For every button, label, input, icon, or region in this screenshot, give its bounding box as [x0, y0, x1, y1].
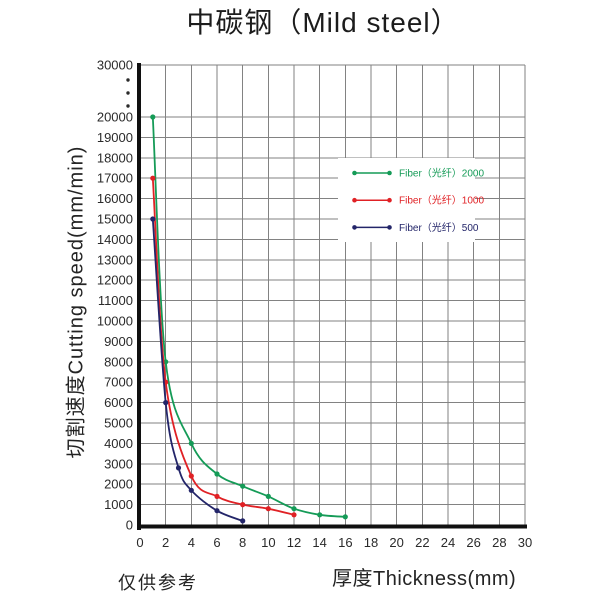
y-tick-label: 18000: [97, 150, 133, 165]
y-tick-label: 1000: [104, 497, 133, 512]
data-point-500: [150, 216, 156, 222]
data-point-1000: [150, 175, 156, 181]
legend-label-2000: Fiber（光纤）2000: [399, 167, 484, 180]
y-tick-label: 11000: [98, 293, 133, 308]
y-tick-label: 14000: [97, 232, 133, 247]
x-axis-line: [137, 524, 527, 529]
x-tick-label: 16: [338, 535, 352, 550]
series-line-2000: [151, 116, 347, 518]
legend-label-1000: Fiber（光纤）1000: [399, 194, 484, 207]
y-tick-label: 0: [126, 518, 133, 533]
legend-dot: [387, 170, 392, 176]
x-tick-label: 8: [239, 535, 246, 550]
data-point-2000: [265, 493, 271, 499]
x-tick-label: 20: [389, 535, 403, 550]
legend-dot: [352, 225, 357, 230]
x-tick-label: 22: [415, 535, 429, 550]
x-tick-label: 24: [441, 535, 455, 550]
data-point-2000: [214, 471, 220, 477]
data-point-500: [188, 487, 194, 493]
data-point-2000: [317, 512, 323, 518]
x-tick-label: 26: [466, 535, 480, 550]
y-tick-label: 16000: [97, 191, 133, 206]
y-tick-label: 7000: [104, 375, 133, 390]
x-tick-label: 10: [261, 535, 275, 550]
y-tick-label: 4000: [104, 436, 133, 451]
reference-note: 仅供参考: [118, 573, 198, 593]
data-point-2000: [342, 514, 348, 520]
data-point-2000: [240, 483, 246, 489]
data-point-1000: [291, 512, 297, 518]
data-point-1000: [240, 502, 246, 508]
page-title: 中碳钢（Mild steel）: [186, 7, 460, 38]
y-tick-label: 3000: [104, 456, 133, 471]
series-line-1000: [151, 177, 295, 516]
data-point-2000: [150, 114, 156, 120]
data-point-2000: [291, 506, 297, 512]
data-point-500: [175, 465, 182, 471]
legend-dot: [352, 197, 357, 203]
x-tick-label: 28: [492, 535, 506, 550]
x-tick-label: 0: [136, 535, 143, 550]
data-point-500: [214, 508, 220, 514]
y-tick-label: 2000: [104, 477, 133, 492]
x-tick-label: 14: [312, 535, 326, 550]
x-tick-label: 12: [287, 535, 301, 550]
y-tick-label: 19000: [97, 130, 133, 145]
y-tick-label: 13000: [97, 252, 133, 267]
axis-break-dot: [126, 78, 130, 82]
x-tick-label: 2: [162, 535, 169, 550]
axis-break-dot: [126, 91, 130, 95]
y-tick-label: 5000: [104, 416, 133, 431]
legend-label-500: Fiber（光纤）500: [399, 221, 479, 234]
y-axis-line: [137, 63, 141, 530]
data-point-1000: [188, 473, 194, 479]
data-point-1000: [214, 493, 220, 499]
legend-dot: [387, 197, 392, 203]
x-tick-label: 30: [518, 535, 532, 550]
y-tick-label: 9000: [104, 334, 133, 349]
data-point-1000: [265, 506, 271, 512]
y-tick-label: 15000: [97, 212, 133, 227]
y-tick-label: 8000: [104, 354, 133, 369]
x-tick-label: 18: [364, 535, 378, 550]
x-tick-label: 6: [213, 535, 220, 550]
data-point-2000: [188, 440, 194, 446]
axis-break-dot: [126, 104, 130, 108]
data-point-500: [163, 400, 169, 406]
y-tick-label: 30000: [97, 58, 133, 73]
y-tick-label: 12000: [97, 273, 133, 288]
x-tick-label: 4: [188, 535, 195, 550]
y-tick-label: 10000: [97, 314, 133, 329]
y-tick-label: 20000: [97, 110, 133, 125]
legend-dot: [387, 225, 392, 230]
y-tick-label: 17000: [97, 171, 133, 186]
data-point-500: [240, 518, 246, 524]
x-axis-title: 厚度Thickness(mm): [332, 568, 517, 590]
y-tick-label: 6000: [104, 395, 133, 410]
legend-dot: [352, 170, 357, 176]
